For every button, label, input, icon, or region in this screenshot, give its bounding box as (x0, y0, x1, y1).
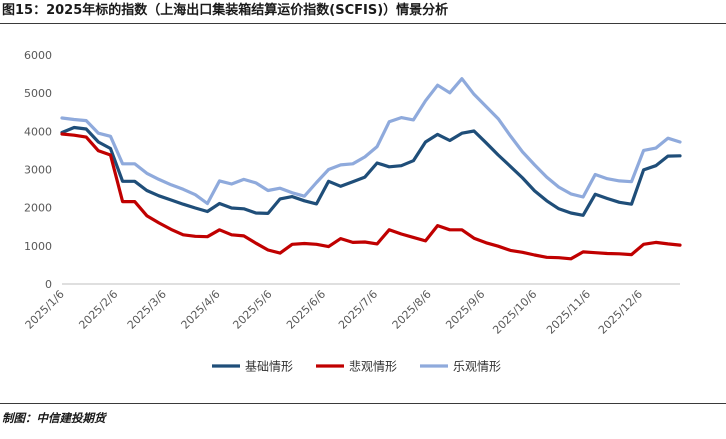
x-tick-label: 2025/3/6 (125, 288, 169, 332)
x-tick-label: 2025/10/6 (490, 288, 539, 337)
x-tick-label: 2025/11/6 (544, 288, 593, 337)
y-tick-label: 1000 (24, 240, 52, 253)
series-line-2 (60, 132, 682, 261)
y-axis-ticks: 0 1000 2000 3000 4000 5000 6000 (24, 49, 52, 291)
y-tick-label: 3000 (24, 164, 52, 177)
y-tick-label: 0 (45, 278, 52, 291)
x-tick-label: 2025/7/6 (336, 288, 380, 332)
source-note: 制图：中信建投期货 (2, 411, 106, 425)
x-tick-label: 2025/8/6 (390, 288, 434, 332)
x-tick-label: 2025/9/6 (443, 288, 487, 332)
legend-label: 悲观情形 (349, 359, 397, 374)
series-line-3 (60, 77, 682, 206)
legend: 基础情形 悲观情形 乐观情形 (212, 359, 501, 374)
x-axis-ticks: 2025/1/6 2025/2/6 2025/3/6 2025/4/6 2025/5/6… (23, 288, 645, 337)
top-rule (0, 23, 726, 24)
x-tick-label: 2025/4/6 (179, 288, 223, 332)
series-line-1 (60, 125, 682, 217)
legend-label: 基础情形 (245, 360, 293, 374)
line-chart: 0 1000 2000 3000 4000 5000 6000 2025/1/6 2025/2… (23, 49, 682, 374)
x-tick-label: 2025/1/6 (23, 288, 67, 332)
figure-title: 图15：2025年标的指数（上海出口集装箱结算运价指数(SCFIS)）情景分析 (2, 3, 449, 18)
y-tick-label: 4000 (24, 125, 52, 138)
x-tick-label: 2025/6/6 (284, 288, 328, 332)
y-tick-label: 5000 (24, 87, 52, 100)
y-tick-label: 6000 (24, 49, 52, 62)
x-tick-label: 2025/5/6 (230, 288, 274, 332)
legend-label: 乐观情形 (453, 360, 501, 374)
x-tick-label: 2025/12/6 (596, 288, 645, 337)
bottom-rule (0, 403, 726, 404)
x-tick-label: 2025/2/6 (76, 288, 120, 332)
y-tick-label: 2000 (24, 202, 52, 215)
series-lines (60, 77, 682, 261)
